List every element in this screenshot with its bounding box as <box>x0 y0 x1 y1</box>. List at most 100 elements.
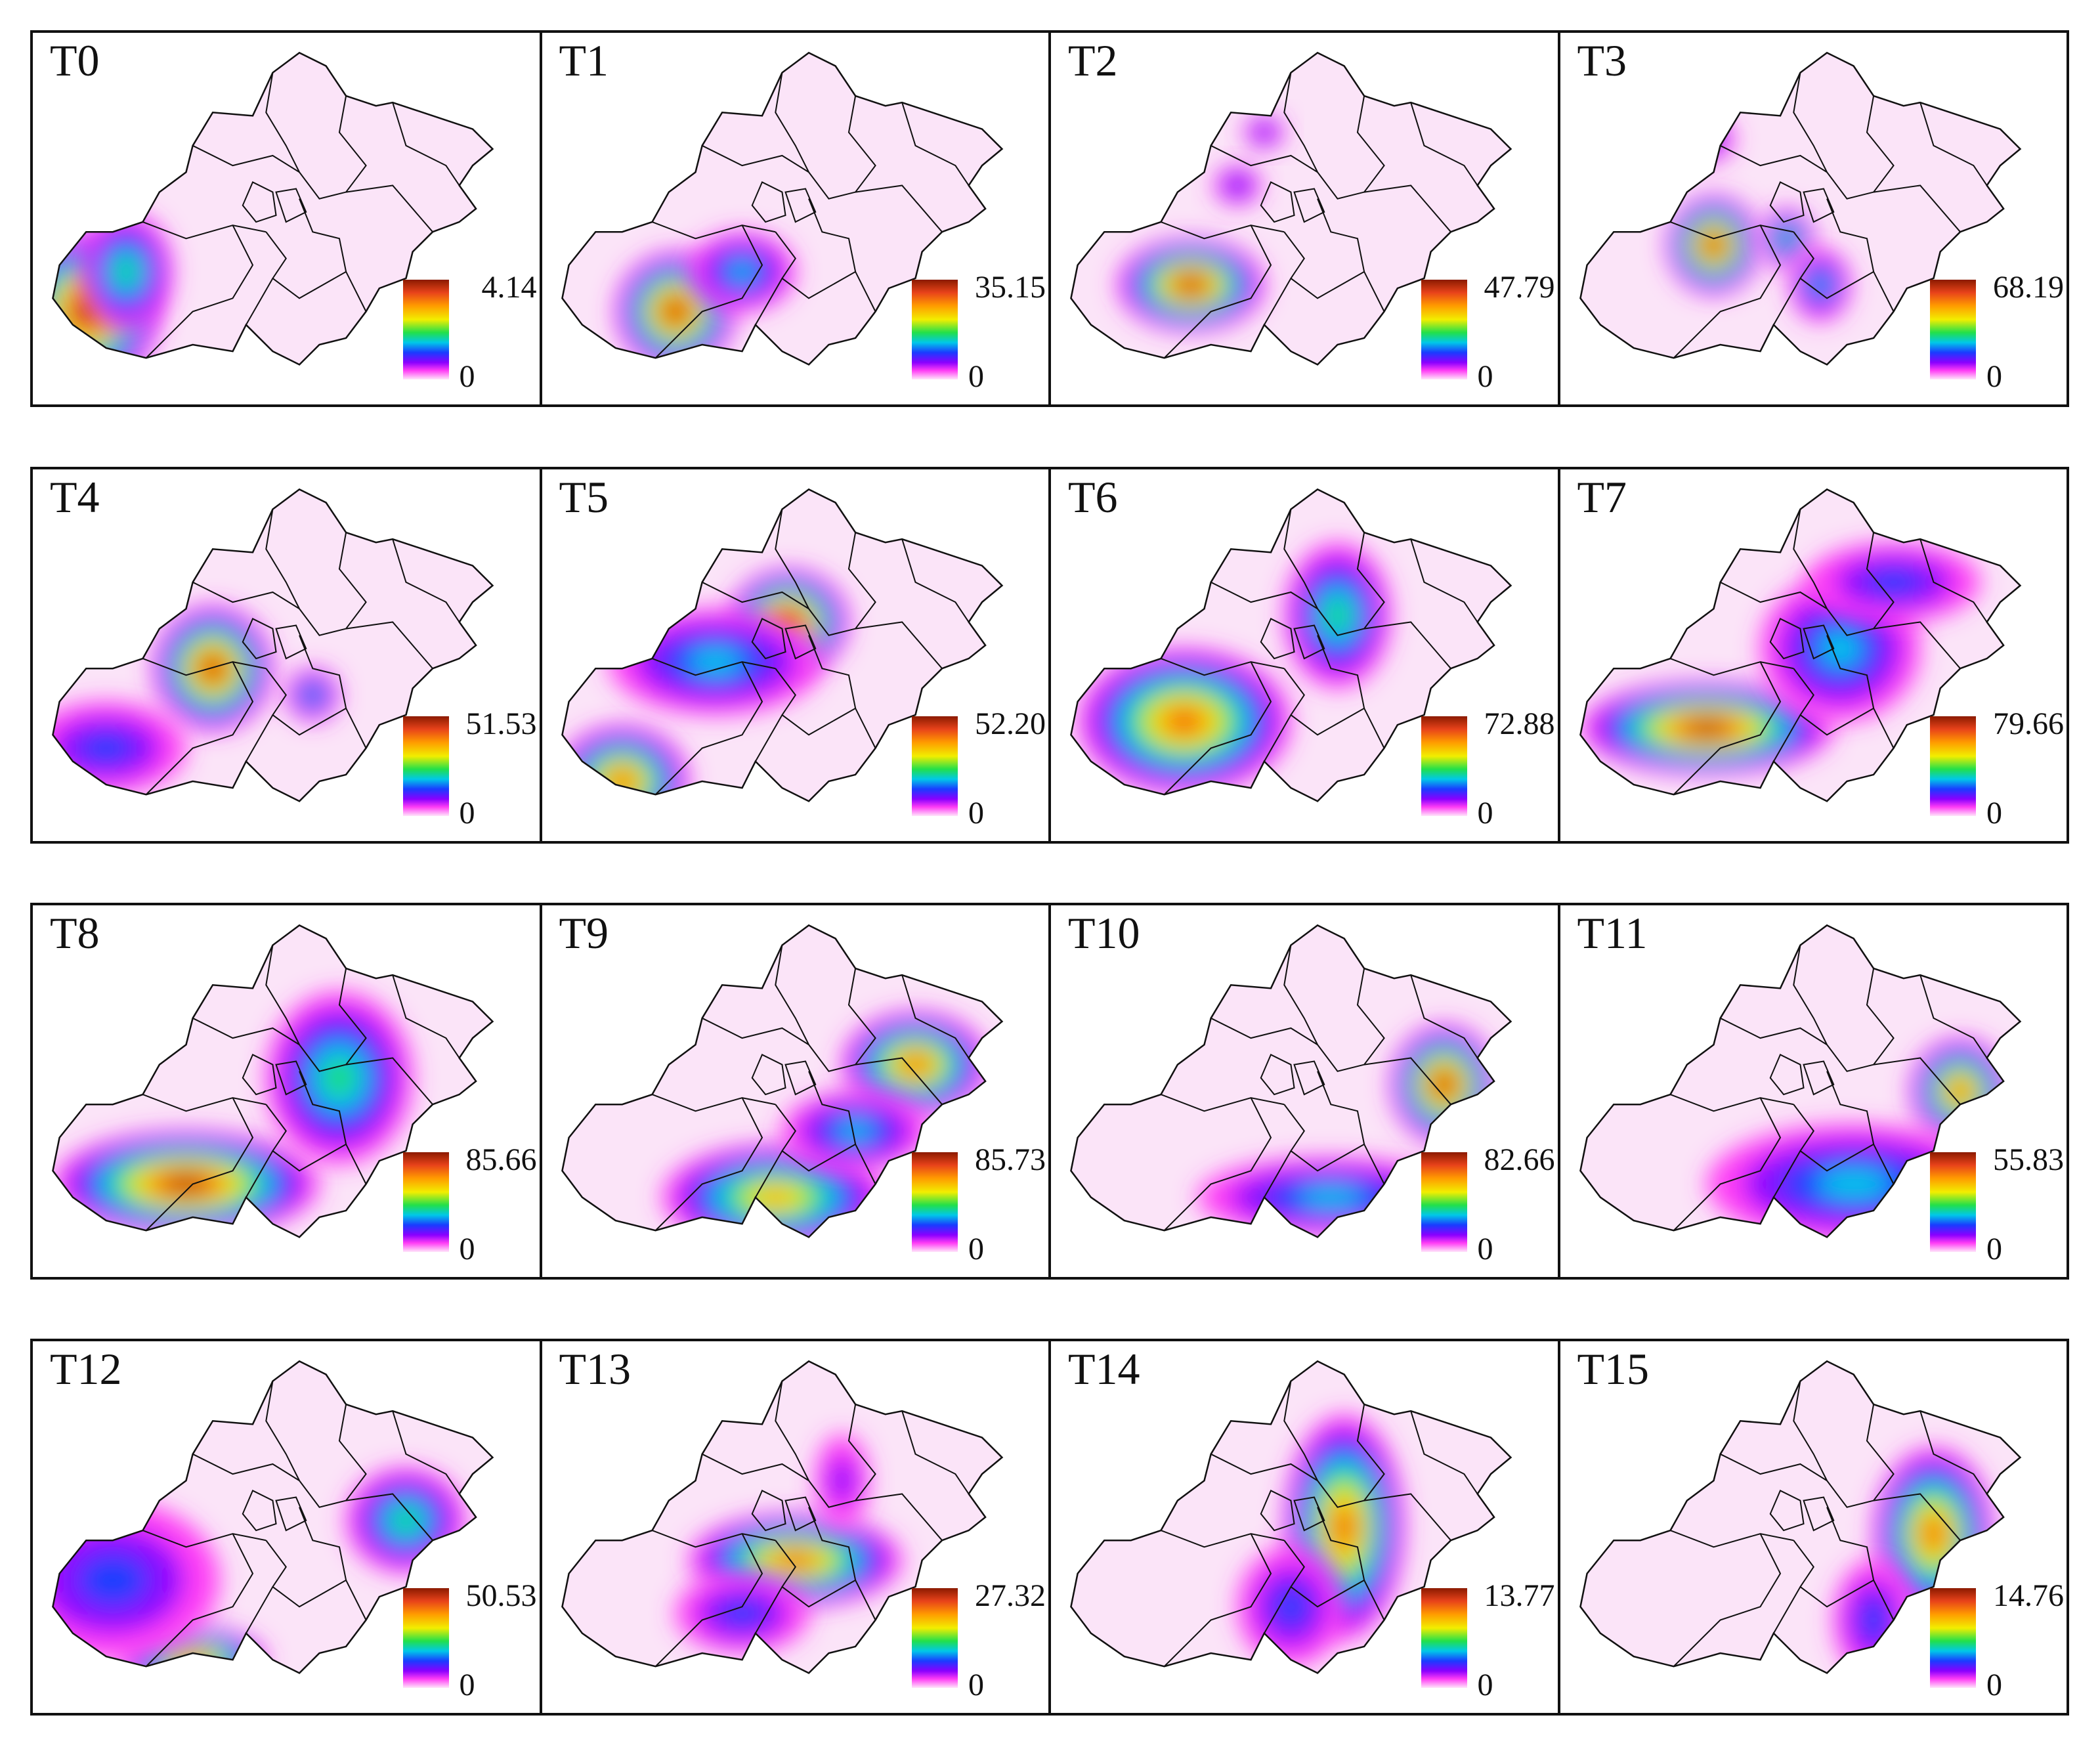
heat-contour <box>1297 1187 1365 1207</box>
map-panel: T13 27.32 0 <box>539 1341 1049 1713</box>
district-boundary <box>1792 668 1894 748</box>
panel-label: T0 <box>50 35 100 85</box>
district-boundary <box>142 658 267 676</box>
panel-label: T13 <box>559 1344 632 1394</box>
legend-max-value: 85.66 <box>465 1142 537 1177</box>
district-boundary <box>1293 1496 1325 1532</box>
district-boundary <box>901 102 970 186</box>
legend-min-value: 0 <box>1477 1232 1493 1266</box>
panel-label: T6 <box>1068 472 1118 522</box>
heat-hotspot <box>1390 1024 1498 1144</box>
district-boundary <box>1769 1054 1805 1096</box>
heat-hotspot <box>1284 542 1391 689</box>
district-boundary <box>265 945 300 1045</box>
heat-contour <box>1230 179 1246 192</box>
district-boundary <box>1719 144 1828 173</box>
panel-row: T4 51.53 0 T5 52.20 0 T6 72.88 0 T7 79.66 0 <box>30 467 2069 844</box>
district-boundary <box>299 1071 347 1145</box>
map-panel: T10 82.66 0 <box>1048 905 1558 1277</box>
district-boundary <box>1792 72 1828 173</box>
heat-hotspot <box>688 232 796 312</box>
legend-min-value: 0 <box>1986 1232 2002 1266</box>
region-outline <box>561 924 1003 1238</box>
heat-layer <box>1117 116 1285 332</box>
district-boundary <box>651 1094 775 1112</box>
district-boundary <box>847 95 876 193</box>
district-boundary <box>275 1060 307 1096</box>
district-boundary <box>751 1490 786 1532</box>
map-panel: T11 55.83 0 <box>1557 905 2067 1277</box>
color-scale-bar <box>402 716 449 816</box>
district-heat-map <box>1579 51 2021 366</box>
panel-row: T8 85.66 0 T9 85.73 0 T10 82.66 0 T11 55.83 0 <box>30 903 2069 1280</box>
region-outline <box>52 1360 494 1674</box>
district-heat-map <box>1070 1360 1512 1674</box>
map-panel: T5 52.20 0 <box>539 469 1049 841</box>
heat-contour <box>728 261 756 282</box>
district-boundary <box>1919 102 1988 186</box>
district-boundary <box>1410 538 1478 623</box>
heat-hotspot <box>79 211 173 332</box>
district-boundary <box>651 1530 775 1548</box>
district-boundary <box>1263 278 1292 326</box>
panel-label: T4 <box>50 472 100 522</box>
heat-contour <box>906 1058 924 1071</box>
district-boundary <box>142 1094 267 1112</box>
district-boundary <box>774 231 876 312</box>
legend-max-value: 14.76 <box>1993 1578 2064 1613</box>
heat-hotspot <box>346 1467 466 1574</box>
heat-layer <box>675 1434 902 1654</box>
district-boundary <box>1826 1044 1961 1105</box>
district-boundary <box>1669 221 1793 240</box>
heat-contour <box>828 1457 855 1504</box>
district-boundary <box>1211 1453 1318 1482</box>
district-boundary <box>392 1410 460 1495</box>
heat-contour <box>1257 127 1271 139</box>
district-heat-map <box>561 488 1003 802</box>
district-boundary <box>654 225 763 358</box>
heat-hotspot <box>1680 116 1734 163</box>
panel-label: T2 <box>1068 35 1118 85</box>
district-boundary <box>299 1507 347 1581</box>
heat-layer <box>662 1011 989 1238</box>
district-boundary <box>1161 1530 1285 1548</box>
district-boundary <box>807 171 943 232</box>
district-boundary <box>807 1044 943 1105</box>
district-boundary <box>299 1044 433 1105</box>
district-boundary <box>784 1060 817 1096</box>
heat-hotspot <box>781 1091 929 1171</box>
district-boundary <box>774 668 876 748</box>
legend-min-value: 0 <box>1477 1668 1493 1702</box>
district-boundary <box>245 278 274 326</box>
district-boundary <box>654 661 763 795</box>
district-boundary <box>1719 1453 1828 1482</box>
district-boundary <box>1317 1507 1365 1581</box>
district-boundary <box>265 72 300 173</box>
heat-contour <box>79 732 133 764</box>
district-heat-map <box>561 924 1003 1238</box>
district-boundary <box>807 635 856 709</box>
color-scale-bar <box>1930 716 1976 816</box>
heat-hotspot <box>1237 1547 1344 1667</box>
district-boundary <box>751 1054 786 1096</box>
panel-label: T1 <box>559 35 609 85</box>
district-boundary <box>1163 225 1272 358</box>
district-boundary <box>807 198 856 272</box>
heat-hotspot <box>1214 165 1261 205</box>
legend-max-value: 72.88 <box>1484 706 1555 741</box>
region-outline <box>1070 1360 1512 1674</box>
district-boundary <box>299 198 347 272</box>
district-boundary <box>1769 618 1805 660</box>
district-boundary <box>245 1150 274 1198</box>
legend-max-value: 27.32 <box>975 1578 1046 1613</box>
district-boundary <box>338 532 367 630</box>
heat-contour <box>171 1178 202 1190</box>
heat-hotspot <box>53 701 186 795</box>
district-boundary <box>275 624 307 660</box>
heat-hotspot <box>53 1131 320 1238</box>
district-boundary <box>1772 1150 1801 1198</box>
map-panel: T9 85.73 0 <box>539 905 1049 1277</box>
district-boundary <box>242 1054 277 1096</box>
district-boundary <box>774 945 809 1045</box>
district-boundary <box>1792 1540 1894 1620</box>
